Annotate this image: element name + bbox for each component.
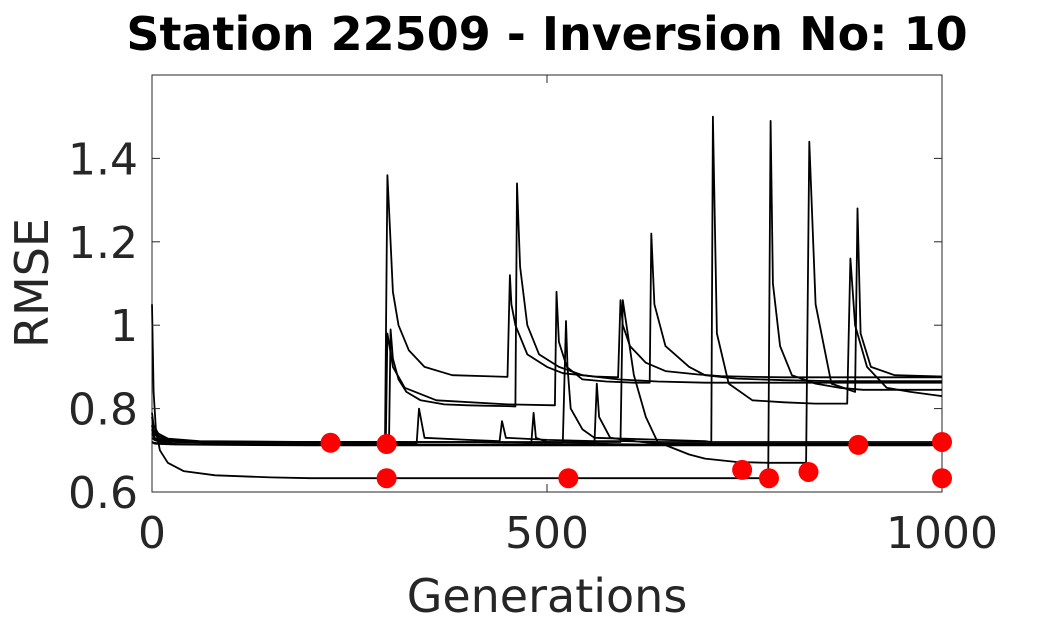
x-axis-label: Generations <box>407 569 688 623</box>
best-point-marker <box>376 434 397 455</box>
y-tick-label: 1 <box>110 301 138 352</box>
y-tick-label: 0.8 <box>68 385 138 436</box>
best-point-marker <box>732 459 753 480</box>
ticks-layer: 0 500 1000 0.6 0.8 1 1.2 1.4 <box>68 75 998 559</box>
x-tick-label: 0 <box>138 508 166 559</box>
series-line-10 <box>151 441 942 447</box>
best-point-marker <box>376 468 397 489</box>
y-tick-label: 0.6 <box>68 468 138 519</box>
best-point-marker <box>932 468 952 489</box>
series-line-5 <box>151 120 942 480</box>
series-layer <box>151 115 943 480</box>
y-tick-label: 1.4 <box>68 134 138 185</box>
best-point-marker <box>320 432 341 453</box>
series-line-7 <box>151 407 942 444</box>
best-point-marker <box>932 431 952 452</box>
x-tick-label: 1000 <box>886 508 998 559</box>
best-point-marker <box>758 468 779 489</box>
plot-area <box>151 74 943 493</box>
markers-layer <box>320 431 952 489</box>
x-tick-label: 500 <box>505 508 589 559</box>
chart-title: Station 22509 - Inversion No: 10 <box>126 7 967 61</box>
best-point-marker <box>558 468 579 489</box>
best-point-marker <box>848 434 869 455</box>
y-tick-label: 1.2 <box>68 218 138 269</box>
y-axis-label: RMSE <box>5 218 59 348</box>
best-point-marker <box>798 461 819 482</box>
